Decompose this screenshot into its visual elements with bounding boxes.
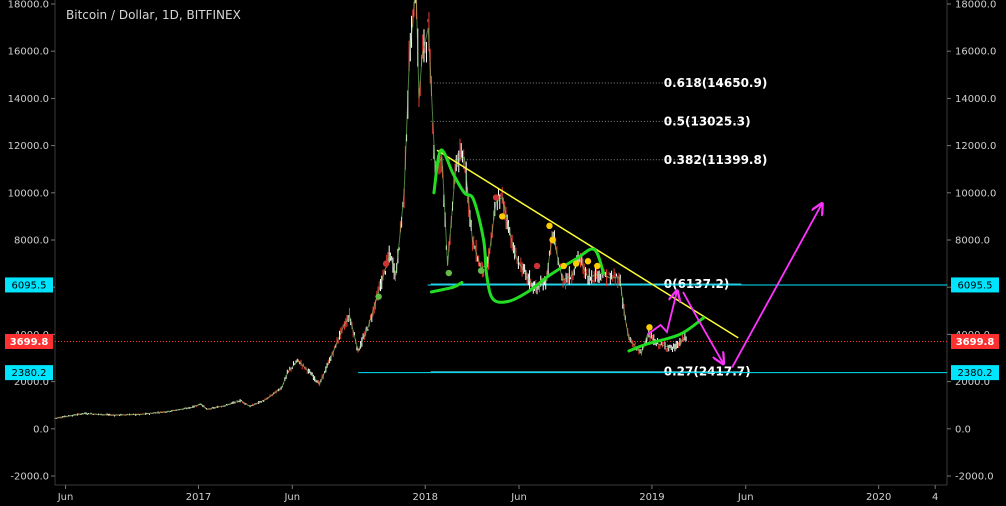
chart-title: Bitcoin / Dollar, 1D, BITFINEX <box>66 8 241 22</box>
descending-trendline <box>436 149 739 339</box>
price-badge-right <box>951 277 999 293</box>
price-badge-right <box>951 333 999 349</box>
fib-level-label: 0.618(14650.9) <box>664 76 768 90</box>
y-tick-label-left: 8000.0 <box>14 236 49 247</box>
price-badge-label-left: 3699.8 <box>10 337 49 348</box>
y-tick-label-left: 16000.0 <box>8 47 49 58</box>
projection-arrow <box>647 292 677 336</box>
price-line <box>54 0 687 419</box>
price-badge-left <box>5 277 53 293</box>
x-tick-label: Jun <box>510 492 527 503</box>
fib-level-label: 0(6137.2) <box>664 277 730 291</box>
signal-marker <box>646 324 653 331</box>
signal-marker <box>533 262 541 270</box>
y-tick-label-left: 2000.0 <box>14 377 49 388</box>
y-tick-label-right: 10000.0 <box>955 188 996 199</box>
y-tick-label-left: 10000.0 <box>8 188 49 199</box>
price-candles <box>54 0 687 419</box>
y-tick-label-left: 12000.0 <box>8 141 49 152</box>
signal-marker <box>584 258 592 265</box>
signal-marker <box>375 293 382 300</box>
y-tick-label-right: 2000.0 <box>955 377 990 388</box>
fib-level-label: 0.5(13025.3) <box>664 114 751 128</box>
fib-level-label: 0.27(2417.7) <box>664 365 751 379</box>
signal-marker <box>572 260 580 267</box>
pattern-curve <box>627 316 706 353</box>
price-badge-right <box>951 365 999 381</box>
projection-arrow <box>682 291 723 363</box>
pattern-curve <box>429 280 464 294</box>
signal-marker <box>445 269 453 277</box>
x-tick-label: 2017 <box>186 492 211 503</box>
signal-marker <box>382 260 390 267</box>
price-badge-label-right: 6095.5 <box>958 280 993 291</box>
price-badge-left <box>5 365 53 381</box>
x-tick-label: Jun <box>283 492 300 503</box>
signal-marker <box>492 194 500 201</box>
x-tick-label: 2020 <box>866 492 891 503</box>
y-tick-label-left: 14000.0 <box>8 94 49 105</box>
x-tick-label: 2018 <box>412 492 437 503</box>
price-badge-label-left: 2380.2 <box>12 368 47 379</box>
fib-level-label: 0.382(11399.8) <box>664 153 768 167</box>
x-tick-label: 4 <box>932 492 938 503</box>
signal-marker <box>546 222 553 230</box>
price-badge-label-right: 2380.2 <box>958 368 993 379</box>
y-tick-label-right: 16000.0 <box>955 47 996 58</box>
y-tick-label-right: 12000.0 <box>955 141 996 152</box>
pattern-curve <box>432 148 605 304</box>
y-tick-label-right: 14000.0 <box>955 94 996 105</box>
x-tick-label: 2019 <box>639 492 664 503</box>
y-tick-label-right: 18000.0 <box>955 0 996 11</box>
signal-marker <box>549 236 556 244</box>
y-tick-label-left: -2000.0 <box>10 472 49 483</box>
y-tick-label-left: 18000.0 <box>8 0 49 11</box>
y-tick-label-right: 0.0 <box>955 424 971 435</box>
price-badge-label-left: 6095.5 <box>12 280 47 291</box>
price-badge-label-right: 3699.8 <box>956 337 995 348</box>
signal-marker <box>477 267 485 274</box>
x-tick-label: Jun <box>57 492 74 503</box>
price-badge-left <box>5 333 53 349</box>
y-tick-label-right: 8000.0 <box>955 236 990 247</box>
signal-marker <box>560 262 567 270</box>
x-tick-label: Jun <box>737 492 754 503</box>
signal-marker <box>499 213 506 220</box>
y-tick-label-right: -2000.0 <box>955 472 994 483</box>
y-tick-label-left: 0.0 <box>33 424 49 435</box>
projection-arrow <box>731 205 821 368</box>
signal-marker <box>594 262 601 270</box>
